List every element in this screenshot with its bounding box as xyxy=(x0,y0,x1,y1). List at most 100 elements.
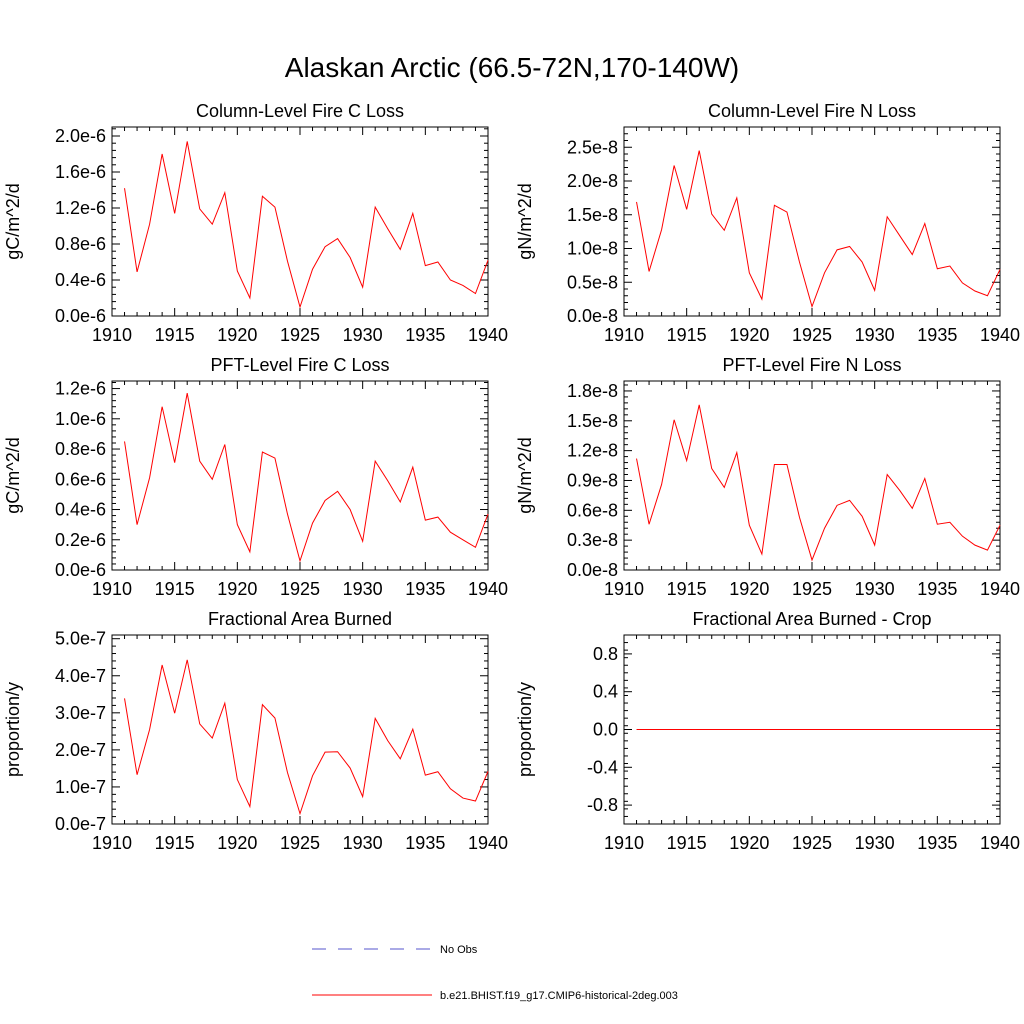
y-tick-label: 1.5e-8 xyxy=(567,205,618,225)
x-tick-label: 1935 xyxy=(917,325,957,345)
y-axis-label: gN/m^2/d xyxy=(515,437,535,513)
y-tick-label: 5.0e-7 xyxy=(55,629,106,649)
x-tick-label: 1915 xyxy=(155,833,195,853)
y-axis-label: proportion/y xyxy=(3,682,23,777)
y-tick-label: 0.0e-7 xyxy=(55,814,106,834)
y-tick-label: 0.5e-8 xyxy=(567,272,618,292)
y-tick-label: 1.0e-6 xyxy=(55,409,106,429)
x-tick-label: 1935 xyxy=(917,833,957,853)
y-tick-label: 0.4 xyxy=(593,682,618,702)
x-tick-label: 1935 xyxy=(405,325,445,345)
chart-panel-1: Column-Level Fire C Loss gC/m^2/d 1910 1915… xyxy=(3,101,508,345)
x-tick-label: 1915 xyxy=(667,579,707,599)
y-tick-label: 0.0e-8 xyxy=(567,306,618,326)
x-tick-label: 1935 xyxy=(405,579,445,599)
y-tick-label: 1.2e-8 xyxy=(567,441,618,461)
panel-title: Column-Level Fire C Loss xyxy=(196,101,404,121)
x-tick-label: 1940 xyxy=(980,325,1020,345)
y-axis-label: gC/m^2/d xyxy=(3,437,23,513)
y-tick-label: 1.0e-7 xyxy=(55,777,106,797)
x-tick-label: 1925 xyxy=(280,325,320,345)
series-line xyxy=(124,393,489,563)
x-tick-label: 1930 xyxy=(343,579,383,599)
panel-title: Column-Level Fire N Loss xyxy=(708,101,916,121)
x-tick-label: 1910 xyxy=(604,579,644,599)
legend: No Obs b.e21.BHIST.f19_g17.CMIP6-histori… xyxy=(312,944,678,1002)
y-tick-label: 0.8e-6 xyxy=(55,439,106,459)
y-axis-label: proportion/y xyxy=(515,682,535,777)
legend-label-obs: No Obs xyxy=(440,944,478,956)
y-tick-label: 1.2e-6 xyxy=(55,379,106,399)
x-tick-label: 1910 xyxy=(92,325,132,345)
legend-label-model: b.e21.BHIST.f19_g17.CMIP6-historical-2de… xyxy=(440,990,678,1002)
page-title: Alaskan Arctic (66.5-72N,170-140W) xyxy=(284,52,740,83)
y-tick-label: 1.6e-6 xyxy=(55,162,106,182)
y-tick-label: 1.8e-8 xyxy=(567,381,618,401)
plot-frame xyxy=(111,380,489,571)
y-tick-label: 3.0e-7 xyxy=(55,703,106,723)
x-tick-label: 1915 xyxy=(667,833,707,853)
y-tick-label: 0.9e-8 xyxy=(567,470,618,490)
plot-frame xyxy=(623,126,1001,317)
plot-frame xyxy=(623,380,1001,571)
panel-title: PFT-Level Fire C Loss xyxy=(210,355,389,375)
x-tick-label: 1940 xyxy=(468,833,508,853)
y-tick-label: 0.0e-6 xyxy=(55,306,106,326)
y-tick-label: 0.0e-8 xyxy=(567,560,618,580)
y-axis-label: gC/m^2/d xyxy=(3,183,23,259)
chart-panels: Column-Level Fire C Loss gC/m^2/d 1910 1915… xyxy=(3,101,1020,853)
x-tick-label: 1915 xyxy=(155,579,195,599)
x-tick-label: 1920 xyxy=(729,325,769,345)
x-tick-label: 1940 xyxy=(980,579,1020,599)
y-tick-label: 0.0e-6 xyxy=(55,560,106,580)
y-tick-label: 2.0e-8 xyxy=(567,171,618,191)
x-tick-label: 1920 xyxy=(729,833,769,853)
y-tick-label: 2.0e-7 xyxy=(55,740,106,760)
x-tick-label: 1920 xyxy=(729,579,769,599)
x-tick-label: 1930 xyxy=(343,325,383,345)
x-tick-label: 1940 xyxy=(468,325,508,345)
x-tick-label: 1925 xyxy=(792,325,832,345)
y-tick-label: -0.4 xyxy=(587,757,618,777)
y-tick-label: 0.6e-8 xyxy=(567,500,618,520)
x-tick-label: 1910 xyxy=(92,579,132,599)
chart-panel-2: Column-Level Fire N Loss gN/m^2/d 1910 1915… xyxy=(515,101,1020,345)
y-tick-label: 0.4e-6 xyxy=(55,500,106,520)
y-tick-label: 0.4e-6 xyxy=(55,270,106,290)
series-line xyxy=(124,659,489,816)
y-tick-label: 0.8 xyxy=(593,644,618,664)
chart-panel-6: Fractional Area Burned - Crop proportion/… xyxy=(515,609,1020,853)
x-tick-label: 1930 xyxy=(855,579,895,599)
y-tick-label: 0.2e-6 xyxy=(55,530,106,550)
y-tick-label: 2.5e-8 xyxy=(567,137,618,157)
x-tick-label: 1920 xyxy=(217,833,257,853)
y-tick-label: 0.0 xyxy=(593,720,618,740)
y-tick-label: 1.2e-6 xyxy=(55,198,106,218)
series-line xyxy=(636,404,1001,562)
x-tick-label: 1930 xyxy=(855,325,895,345)
x-tick-label: 1925 xyxy=(792,579,832,599)
panel-title: Fractional Area Burned xyxy=(208,609,392,629)
y-tick-label: 0.8e-6 xyxy=(55,234,106,254)
chart-panel-4: PFT-Level Fire N Loss gN/m^2/d 1910 1915 192… xyxy=(515,355,1020,599)
x-tick-label: 1920 xyxy=(217,325,257,345)
x-tick-label: 1940 xyxy=(468,579,508,599)
panel-title: PFT-Level Fire N Loss xyxy=(722,355,901,375)
x-tick-label: 1925 xyxy=(280,833,320,853)
x-tick-label: 1910 xyxy=(604,833,644,853)
series-line xyxy=(636,150,1001,309)
x-tick-label: 1925 xyxy=(280,579,320,599)
x-tick-label: 1935 xyxy=(917,579,957,599)
y-tick-label: -0.8 xyxy=(587,795,618,815)
y-tick-label: 0.6e-6 xyxy=(55,469,106,489)
x-tick-label: 1910 xyxy=(604,325,644,345)
y-tick-label: 2.0e-6 xyxy=(55,126,106,146)
y-tick-label: 1.5e-8 xyxy=(567,411,618,431)
y-axis-label: gN/m^2/d xyxy=(515,183,535,259)
panel-title: Fractional Area Burned - Crop xyxy=(692,609,931,629)
chart-panel-5: Fractional Area Burned proportion/y 1910 19… xyxy=(3,609,508,853)
x-tick-label: 1940 xyxy=(980,833,1020,853)
x-tick-label: 1910 xyxy=(92,833,132,853)
y-tick-label: 1.0e-8 xyxy=(567,239,618,259)
